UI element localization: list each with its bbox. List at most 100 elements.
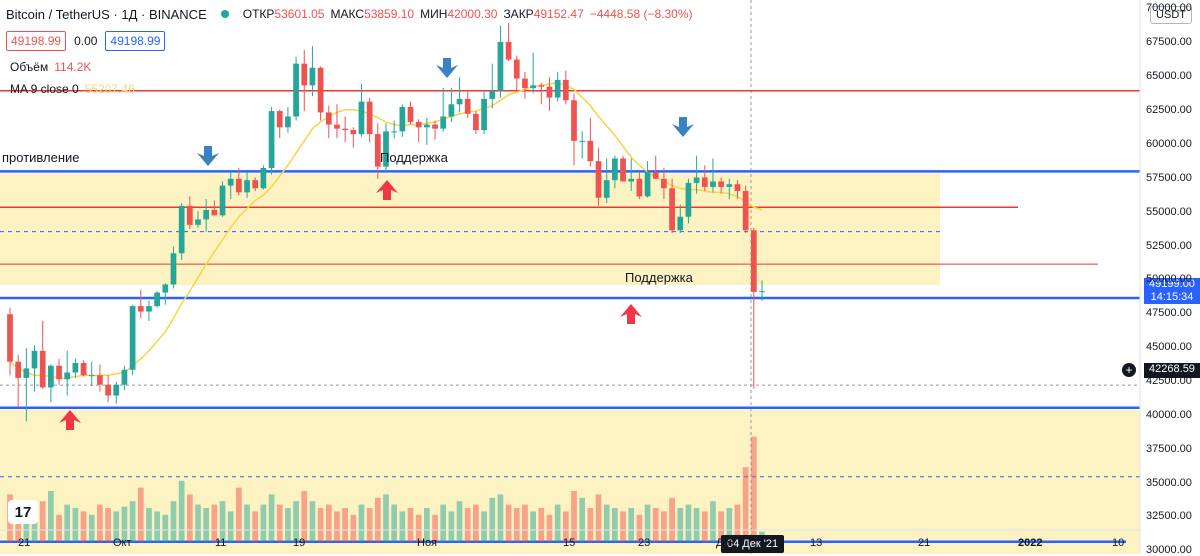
candle-body	[424, 124, 430, 128]
candle-body	[178, 205, 185, 254]
volume-bar	[473, 504, 479, 542]
volume-bar	[252, 511, 259, 542]
candle-body	[505, 41, 512, 60]
volume-bar	[129, 501, 136, 542]
candle-body	[72, 363, 79, 373]
volume-bar	[391, 504, 398, 542]
volume-bar	[710, 501, 716, 542]
volume-bar	[325, 504, 332, 542]
volume-bar	[415, 514, 422, 542]
candle-body	[701, 177, 708, 187]
volume-bar	[342, 508, 348, 542]
candle-body	[162, 284, 169, 293]
candle-body	[677, 216, 684, 231]
price-tick-label: 57500.00	[1146, 171, 1192, 184]
price-scale-bg	[1140, 0, 1200, 554]
candle-body	[48, 365, 54, 388]
sell-button[interactable]: 49198.99	[6, 31, 67, 51]
symbol-title[interactable]: Bitcoin / TetherUS · 1Д · BINANCE	[6, 6, 207, 22]
volume-indicator[interactable]: Объём 114.2K	[10, 60, 91, 74]
time-tick-label: 19	[293, 537, 306, 549]
arrow-up-icon	[620, 304, 642, 324]
candle-body	[170, 253, 177, 285]
volume-bar	[546, 514, 553, 542]
price-tick-label: 32500.00	[1146, 510, 1192, 523]
volume-bar	[522, 504, 528, 542]
volume-bar	[56, 514, 62, 542]
volume-bar	[497, 494, 504, 542]
candle-body	[750, 230, 757, 292]
volume-bar	[146, 508, 152, 542]
candle-body	[522, 78, 528, 89]
currency-button[interactable]: USDT	[1150, 6, 1192, 24]
volume-bar	[677, 508, 684, 542]
tradingview-logo-icon[interactable]: 17	[8, 500, 38, 524]
candle-body	[685, 182, 692, 217]
candle-body	[546, 86, 553, 98]
candle-body	[64, 372, 71, 380]
volume-bar	[293, 501, 299, 542]
candle-body	[562, 79, 569, 101]
candle-body	[448, 104, 455, 117]
candle-body	[579, 140, 586, 142]
volume-bar	[195, 504, 201, 542]
volume-bar	[285, 508, 291, 542]
time-tick-label: 21	[918, 537, 931, 549]
volume-bar	[309, 501, 316, 542]
candle-body	[137, 306, 144, 312]
candle-body	[293, 63, 299, 117]
arrow-up-icon	[376, 180, 398, 200]
candle-body	[473, 113, 479, 131]
candle-body	[391, 131, 398, 133]
resistance-zone	[0, 173, 940, 286]
candle-body	[358, 101, 365, 135]
volume-bar	[121, 506, 128, 542]
chart-header: Bitcoin / TetherUS · 1Д · BINANCE ОТКР 5…	[0, 0, 699, 28]
volume-bar	[97, 504, 103, 542]
volume-bar	[432, 514, 438, 542]
volume-bar	[669, 497, 675, 542]
candle-body	[244, 180, 250, 193]
ma-label: MA 9 close 0	[10, 82, 79, 96]
volume-bar	[113, 511, 120, 542]
add-alert-icon[interactable]: +	[1122, 363, 1136, 377]
volume-bar	[481, 511, 487, 542]
volume-bar	[571, 491, 577, 542]
candle-body	[15, 361, 22, 378]
volume-bar	[505, 504, 512, 542]
volume-bar	[227, 511, 234, 542]
volume-bar	[530, 511, 536, 542]
candle-body	[464, 98, 471, 114]
time-tick-label: Ноя	[417, 537, 438, 549]
candle-body	[276, 111, 283, 128]
candle-body	[227, 178, 234, 186]
candle-body	[154, 292, 160, 307]
candle-body	[342, 128, 348, 131]
arrow-down-icon	[197, 146, 219, 166]
volume-bar	[366, 508, 373, 542]
candle-body	[636, 178, 643, 197]
volume-bar	[80, 511, 87, 542]
volume-bar	[358, 504, 365, 542]
volume-bar	[276, 504, 283, 542]
volume-bar	[620, 511, 626, 542]
candle-body	[374, 134, 381, 167]
volume-bar	[350, 514, 357, 542]
price-tick-label: 30000.00	[1146, 544, 1192, 556]
volume-bar	[489, 497, 496, 542]
volume-bar	[636, 514, 643, 542]
volume-bar	[374, 497, 381, 542]
buy-button[interactable]: 49198.99	[105, 31, 166, 51]
candle-body	[481, 98, 487, 131]
volume-bar	[554, 504, 561, 542]
ma-indicator[interactable]: MA 9 close 0 55207.46	[10, 82, 135, 96]
volume-bar	[48, 491, 54, 542]
time-tick-label: 10	[1112, 537, 1125, 549]
volume-bar	[137, 487, 144, 542]
crosshair-date-tag: 04 Дек '21	[721, 535, 785, 553]
candle-body	[726, 184, 733, 187]
volume-bar	[579, 497, 586, 542]
volume-bar	[685, 504, 692, 542]
volume-bar	[203, 508, 210, 542]
